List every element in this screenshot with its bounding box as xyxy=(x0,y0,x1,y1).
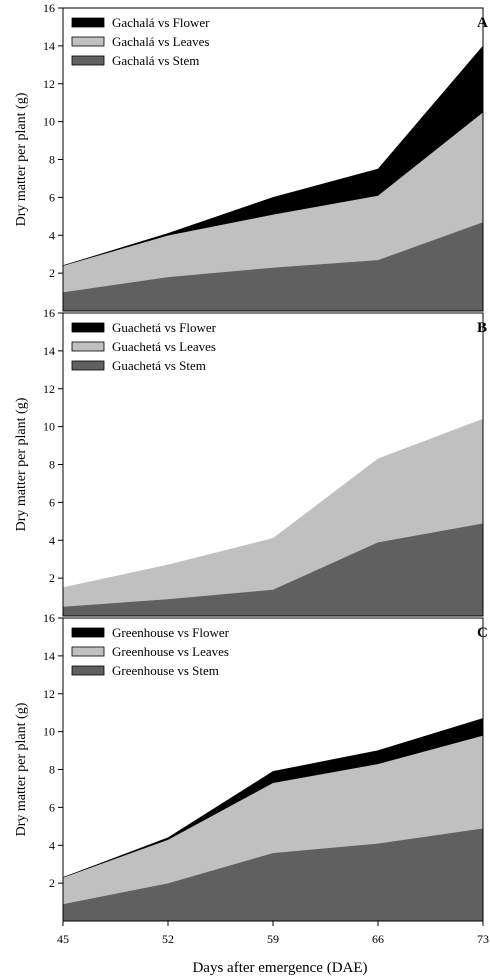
x-tick-label: 59 xyxy=(267,932,279,946)
panel-label: A xyxy=(477,15,488,31)
legend-label: Guachetá vs Leaves xyxy=(112,339,216,354)
y-tick-label: 4 xyxy=(49,533,55,547)
legend-swatch xyxy=(71,646,105,657)
y-tick-label: 14 xyxy=(43,39,55,53)
legend-label: Gachalá vs Flower xyxy=(112,15,210,30)
y-tick-label: 2 xyxy=(49,571,55,585)
legend-swatch xyxy=(71,36,105,47)
y-tick-label: 2 xyxy=(49,876,55,890)
panel-label: C xyxy=(477,625,488,641)
y-tick-label: 12 xyxy=(43,382,55,396)
x-axis-title: Days after emergence (DAE) xyxy=(192,960,367,976)
y-axis-title: Dry matter per plant (g) xyxy=(14,92,29,226)
legend: Guachetá vs Flower Guachetá vs Leaves Guac… xyxy=(71,320,217,373)
y-tick-label: 4 xyxy=(49,838,55,852)
x-tick-label: 66 xyxy=(372,932,384,946)
chart-panel-c: 2 4 6 8 10 12 14 16 Dry matter per plant (g) C Gre… xyxy=(14,611,489,946)
legend-label: Guachetá vs Stem xyxy=(112,358,206,373)
y-axis-title: Dry matter per plant (g) xyxy=(14,397,29,531)
y-axis-title: Dry matter per plant (g) xyxy=(14,702,29,836)
y-tick-label: 10 xyxy=(43,115,55,129)
y-tick-label: 8 xyxy=(49,153,55,167)
panel-label: B xyxy=(477,320,487,336)
legend-label: Greenhouse vs Leaves xyxy=(112,644,229,659)
chart-panel-b: 2 4 6 8 10 12 14 16 Dry matter per plant (g) B Gua… xyxy=(14,306,487,617)
y-tick-label: 2 xyxy=(49,266,55,280)
y-tick-label: 12 xyxy=(43,77,55,91)
legend-swatch xyxy=(71,55,105,66)
y-tick-label: 10 xyxy=(43,420,55,434)
legend-swatch xyxy=(71,665,105,676)
legend-label: Greenhouse vs Flower xyxy=(112,625,230,640)
y-tick-label: 4 xyxy=(49,228,55,242)
x-tick-label: 45 xyxy=(57,932,69,946)
y-tick-label: 6 xyxy=(49,190,55,204)
legend-swatch xyxy=(71,341,105,352)
y-tick-label: 12 xyxy=(43,687,55,701)
y-tick-label: 14 xyxy=(43,649,55,663)
y-tick-label: 10 xyxy=(43,725,55,739)
legend-label: Gachalá vs Leaves xyxy=(112,34,209,49)
legend-swatch xyxy=(71,627,105,638)
legend-label: Greenhouse vs Stem xyxy=(112,663,219,678)
chart-panel-a: 2 4 6 8 10 12 14 16 Dry matter per plant (g) A Gac… xyxy=(14,1,488,312)
legend: Gachalá vs Flower Gachalá vs Leaves Gachal… xyxy=(71,15,210,68)
y-tick-label: 16 xyxy=(43,611,55,625)
chart-panels: 2 4 6 8 10 12 14 16 Dry matter per plant (g) A Gac… xyxy=(14,1,489,946)
y-tick-label: 8 xyxy=(49,763,55,777)
y-tick-label: 16 xyxy=(43,306,55,320)
y-tick-label: 14 xyxy=(43,344,55,358)
y-tick-label: 16 xyxy=(43,1,55,15)
legend-label: Guachetá vs Flower xyxy=(112,320,217,335)
legend-swatch xyxy=(71,17,105,28)
y-tick-label: 6 xyxy=(49,495,55,509)
legend-swatch xyxy=(71,360,105,371)
legend: Greenhouse vs Flower Greenhouse vs Leaves… xyxy=(71,625,230,678)
y-tick-label: 8 xyxy=(49,458,55,472)
x-tick-label: 73 xyxy=(477,932,489,946)
x-tick-label: 52 xyxy=(162,932,174,946)
y-tick-label: 6 xyxy=(49,800,55,814)
legend-swatch xyxy=(71,322,105,333)
legend-label: Gachalá vs Stem xyxy=(112,53,199,68)
